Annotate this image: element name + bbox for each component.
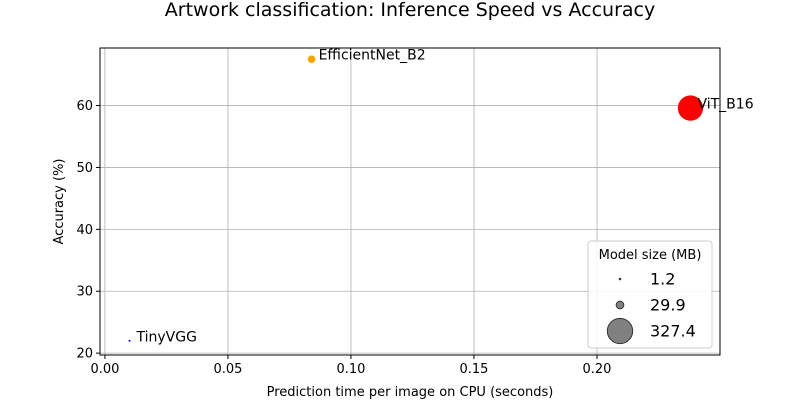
point-label: EfficientNet_B2 [319, 48, 426, 64]
y-tick-label: 30 [76, 285, 93, 300]
x-tick-label: 0.20 [583, 362, 612, 377]
x-tick-label: 0.15 [459, 362, 488, 377]
y-axis: 20 30 40 50 60 [76, 99, 100, 362]
x-tick-label: 0.00 [90, 362, 119, 377]
legend-size-marker [606, 317, 634, 345]
size-legend: Model size (MB) 1.2 29.9 327.4 [587, 240, 713, 349]
x-axis-label: Prediction time per image on CPU (second… [267, 385, 554, 400]
grid [100, 48, 720, 355]
x-tick-label: 0.10 [336, 362, 365, 377]
data-points: TinyVGG EfficientNet_B2 ViT_B16 [128, 48, 754, 345]
y-tick-label: 50 [76, 161, 93, 176]
plot-frame [99, 47, 721, 356]
legend-size-marker [618, 277, 622, 281]
legend-label: 29.9 [650, 296, 686, 315]
chart-title: Artwork classification: Inference Speed … [165, 0, 655, 21]
data-point [307, 55, 316, 63]
y-tick-label: 20 [76, 347, 93, 362]
data-point [677, 95, 704, 121]
y-tick-label: 40 [76, 223, 93, 238]
data-point [128, 339, 131, 342]
y-tick-label: 60 [76, 99, 93, 114]
x-tick-label: 0.05 [213, 362, 242, 377]
legend-size-marker [615, 300, 625, 310]
legend-title: Model size (MB) [599, 248, 702, 263]
legend-label: 1.2 [650, 270, 675, 289]
point-label: ViT_B16 [697, 97, 753, 113]
y-axis-label: Accuracy (%) [52, 159, 67, 245]
legend-label: 327.4 [650, 322, 696, 341]
x-axis: 0.00 0.05 0.10 0.15 0.20 [90, 355, 611, 377]
point-label: TinyVGG [136, 329, 197, 345]
